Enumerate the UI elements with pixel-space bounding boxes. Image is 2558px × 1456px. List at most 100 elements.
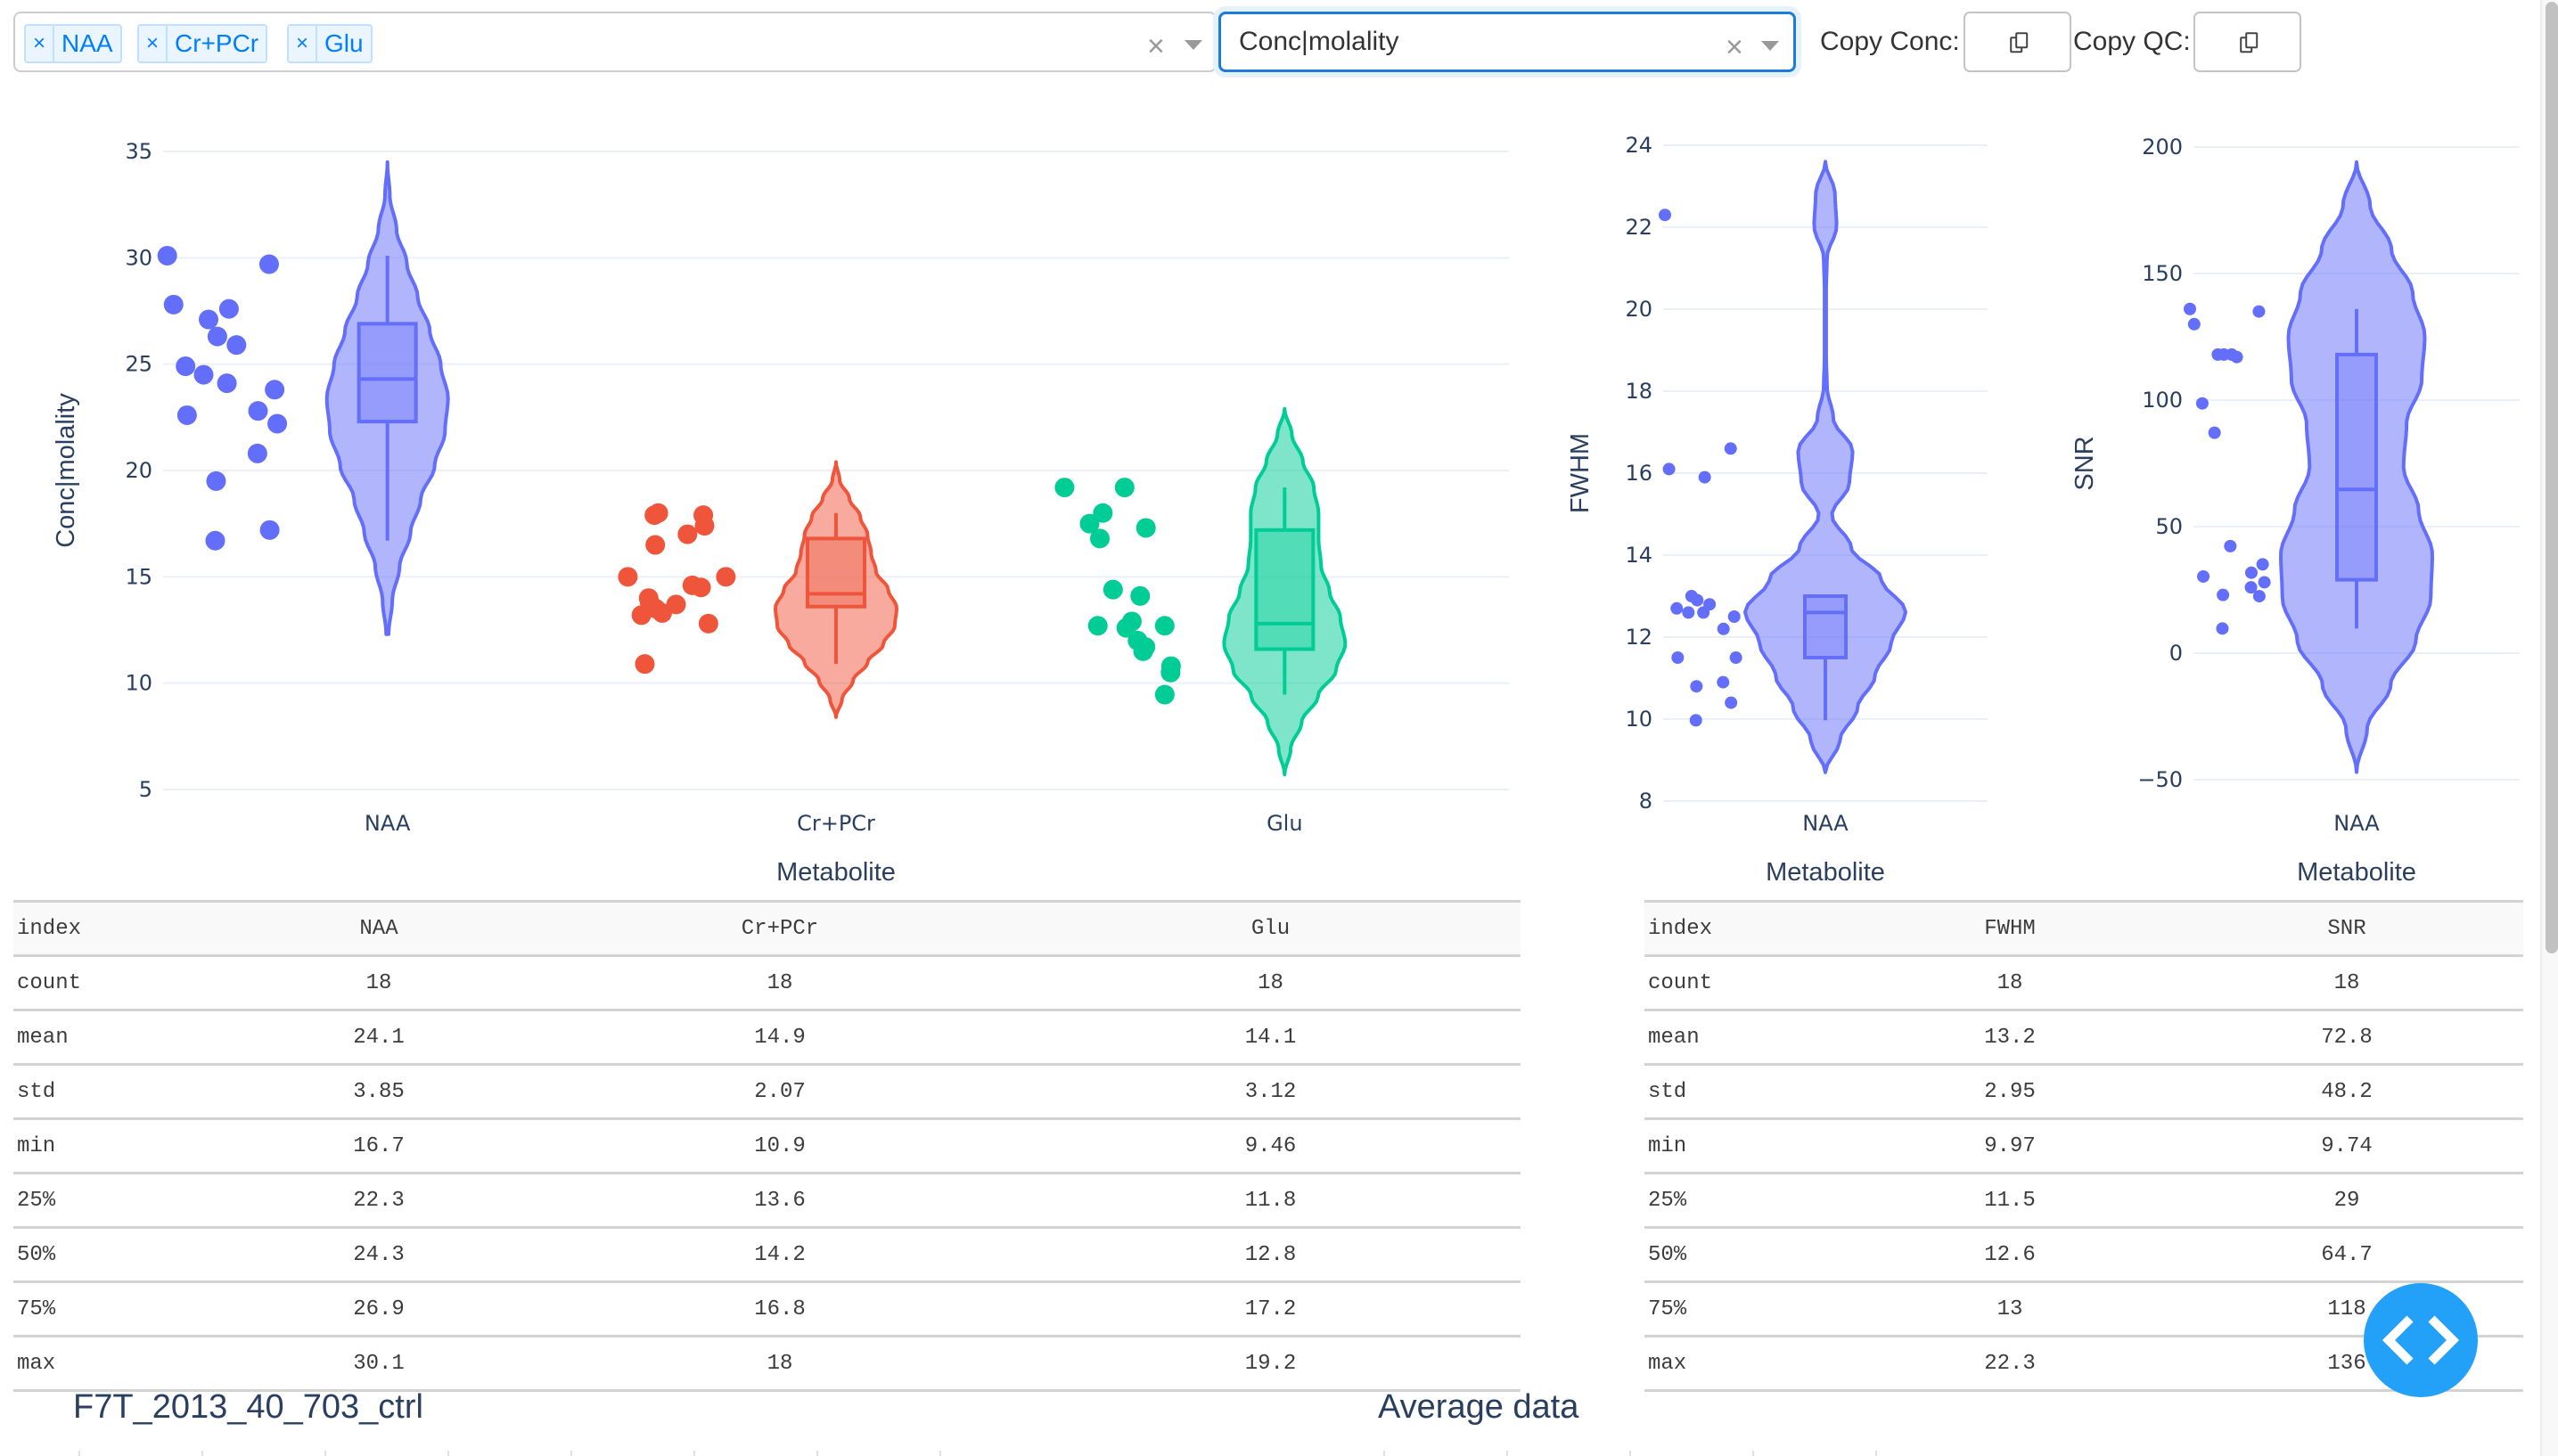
data-point[interactable] <box>1089 528 1110 549</box>
data-point[interactable] <box>226 335 247 356</box>
data-point[interactable] <box>1717 622 1730 635</box>
data-point[interactable] <box>259 519 280 540</box>
data-point[interactable] <box>1103 579 1123 600</box>
data-point[interactable] <box>1079 513 1100 534</box>
fwhm-violin-chart[interactable]: 8 10 12 14 16 18 20 22 24 FWHM Metabolite NAA <box>1551 89 2014 900</box>
data-point[interactable] <box>618 567 638 587</box>
data-point[interactable] <box>694 516 715 536</box>
data-point[interactable] <box>2216 622 2229 635</box>
box-iqr[interactable] <box>806 536 866 609</box>
chevron-down-icon[interactable] <box>1185 40 1202 50</box>
data-point[interactable] <box>645 535 666 555</box>
data-point[interactable] <box>1727 610 1741 623</box>
data-point[interactable] <box>631 605 652 626</box>
data-point[interactable] <box>206 470 226 491</box>
data-point[interactable] <box>1690 680 1703 693</box>
box-iqr[interactable] <box>357 322 418 424</box>
data-point[interactable] <box>2256 558 2269 571</box>
data-point[interactable] <box>2218 348 2231 361</box>
data-point[interactable] <box>1670 601 1684 615</box>
data-point[interactable] <box>193 364 214 385</box>
data-point[interactable] <box>1717 675 1730 689</box>
violin-naa[interactable] <box>324 160 450 636</box>
violin-crpcr[interactable] <box>774 460 898 719</box>
data-point[interactable] <box>1697 606 1710 619</box>
data-point[interactable] <box>1689 714 1702 727</box>
data-point[interactable] <box>199 309 219 330</box>
data-point[interactable] <box>207 326 227 347</box>
data-point[interactable] <box>248 401 268 421</box>
data-point[interactable] <box>1054 478 1075 498</box>
data-point[interactable] <box>1682 606 1695 619</box>
chip-remove-naa[interactable]: × <box>26 26 54 61</box>
violin-glu[interactable] <box>1222 406 1348 777</box>
data-point[interactable] <box>2195 397 2209 410</box>
data-point[interactable] <box>217 373 237 394</box>
data-point[interactable] <box>1130 585 1151 606</box>
data-point[interactable] <box>1725 696 1738 709</box>
data-point[interactable] <box>1087 616 1108 636</box>
data-point[interactable] <box>2244 566 2258 579</box>
data-point[interactable] <box>2258 576 2271 589</box>
data-point[interactable] <box>1160 656 1181 676</box>
data-point[interactable] <box>1116 618 1136 638</box>
data-point[interactable] <box>1133 641 1153 661</box>
data-point[interactable] <box>218 299 239 319</box>
data-point[interactable] <box>2217 588 2230 601</box>
box-iqr[interactable] <box>1803 594 1848 659</box>
data-point[interactable] <box>258 254 279 274</box>
chevron-down-icon[interactable] <box>1761 41 1779 51</box>
data-point[interactable] <box>2197 569 2210 583</box>
chip-remove-cr-pcr[interactable]: × <box>139 26 168 61</box>
data-point[interactable] <box>1662 462 1676 476</box>
data-point[interactable] <box>635 654 655 675</box>
data-point[interactable] <box>2208 426 2221 439</box>
violin-naa[interactable] <box>1743 160 1907 774</box>
data-point[interactable] <box>691 577 711 598</box>
data-point[interactable] <box>698 613 718 634</box>
box-iqr[interactable] <box>2335 352 2378 582</box>
violin-naa[interactable] <box>2279 160 2434 774</box>
data-point[interactable] <box>2230 350 2243 364</box>
box-iqr[interactable] <box>1254 528 1316 651</box>
data-point[interactable] <box>1093 503 1113 523</box>
data-point[interactable] <box>157 245 177 266</box>
data-point[interactable] <box>163 294 184 315</box>
snr-violin-chart[interactable]: −50 0 50 100 150 200 SNR Metabolite NAA <box>2050 89 2540 900</box>
data-point[interactable] <box>2224 539 2237 552</box>
measure-select[interactable]: Conc|molality × <box>1218 12 1796 72</box>
metabolite-multiselect[interactable]: × NAA × Cr+PCr × Glu × <box>13 12 1217 72</box>
clear-all-icon[interactable]: × <box>1147 29 1165 63</box>
data-point[interactable] <box>1154 616 1175 636</box>
data-point[interactable] <box>1114 478 1135 498</box>
data-point[interactable] <box>1724 442 1737 455</box>
data-point[interactable] <box>1691 593 1704 607</box>
data-point[interactable] <box>265 380 285 400</box>
data-point[interactable] <box>2244 581 2258 594</box>
concentration-violin-chart[interactable]: 5 10 15 20 25 30 35 Conc|molality Metabolite NAA C… <box>0 89 1569 900</box>
data-point[interactable] <box>1136 518 1156 538</box>
data-point[interactable] <box>247 443 267 463</box>
data-point[interactable] <box>176 405 197 425</box>
data-point[interactable] <box>2252 305 2266 318</box>
data-point[interactable] <box>2252 590 2266 603</box>
copy-conc-button[interactable] <box>1964 12 2071 72</box>
data-point[interactable] <box>1729 651 1742 664</box>
data-point[interactable] <box>2184 302 2196 315</box>
chip-remove-glu[interactable]: × <box>289 26 317 61</box>
copy-qc-button[interactable] <box>2193 12 2301 72</box>
data-point[interactable] <box>652 602 672 623</box>
data-point[interactable] <box>2187 317 2201 331</box>
data-point[interactable] <box>644 505 665 526</box>
data-point[interactable] <box>1698 470 1711 484</box>
clear-icon[interactable]: × <box>1726 30 1743 64</box>
data-point[interactable] <box>677 524 698 544</box>
data-point[interactable] <box>176 356 196 377</box>
code-toggle-button[interactable] <box>2364 1283 2478 1397</box>
data-point[interactable] <box>205 530 225 551</box>
data-point[interactable] <box>1671 651 1685 664</box>
data-point[interactable] <box>267 413 288 434</box>
scrollbar-thumb[interactable] <box>2546 2 2558 953</box>
data-point[interactable] <box>1659 209 1671 222</box>
data-point[interactable] <box>1154 684 1175 705</box>
